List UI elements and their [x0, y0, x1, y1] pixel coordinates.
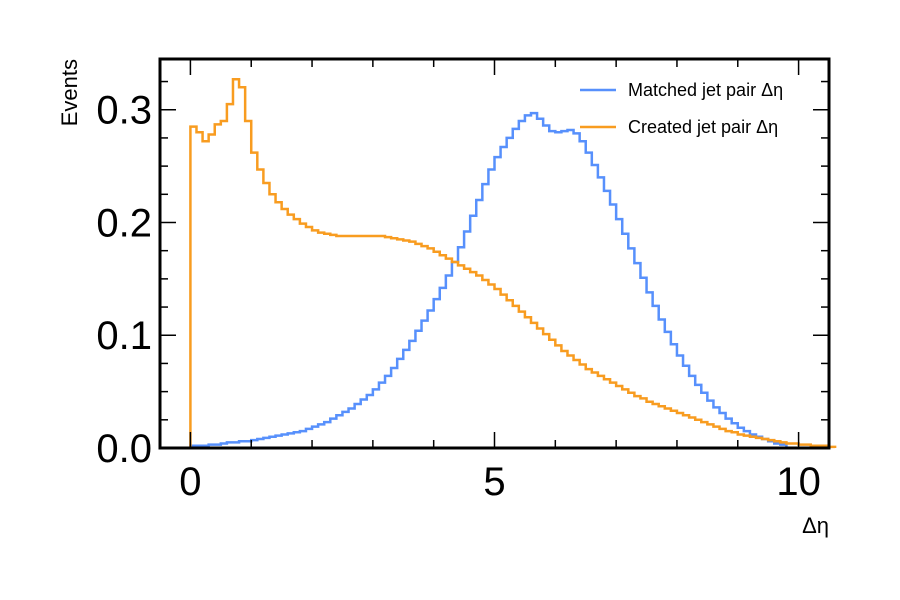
plot-frame — [158, 57, 831, 450]
x-tick-label: 0 — [179, 460, 201, 504]
legend: Matched jet pair Δη Created jet pair Δη — [580, 80, 783, 137]
series-line-created — [189, 78, 837, 449]
x-tick-label: 10 — [776, 460, 821, 504]
x-axis-label: Δη — [802, 513, 829, 538]
legend-label-created: Created jet pair Δη — [628, 117, 778, 137]
tick-labels: 0 5 10 0.0 0.1 0.2 0.3 — [96, 89, 820, 504]
legend-label-matched: Matched jet pair Δη — [628, 80, 783, 100]
y-tick-label: 0.0 — [96, 427, 152, 471]
series-layer — [189, 78, 837, 449]
x-tick-label: 5 — [483, 460, 505, 504]
y-tick-label: 0.1 — [96, 314, 152, 358]
y-axis-label: Events — [57, 59, 82, 126]
y-tick-label: 0.3 — [96, 89, 152, 133]
y-tick-label: 0.2 — [96, 201, 152, 245]
series-line-matched — [189, 111, 788, 448]
